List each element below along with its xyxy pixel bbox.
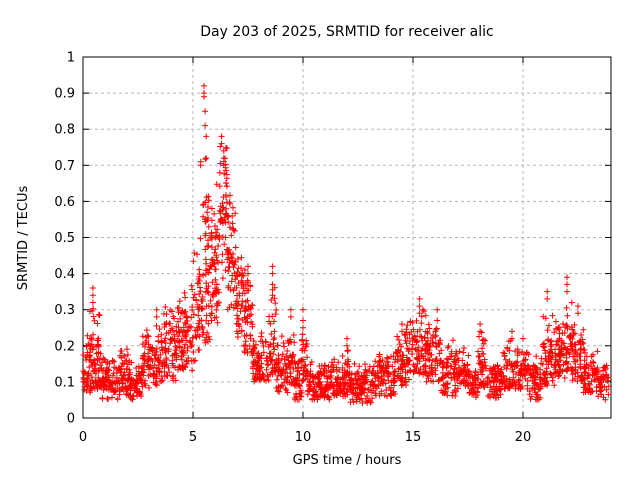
y-tick-label: 0.1 xyxy=(54,375,75,390)
y-tick-label: 0.2 xyxy=(54,339,75,354)
y-tick-label: 0.8 xyxy=(54,123,75,138)
x-tick-label: 20 xyxy=(515,430,532,445)
tick-marks xyxy=(82,56,611,419)
y-axis-label: SRMTID / TECUs xyxy=(16,186,31,291)
y-tick-label: 0.9 xyxy=(54,87,75,102)
x-axis-label: GPS time / hours xyxy=(293,453,402,468)
chart-title: Day 203 of 2025, SRMTID for receiver ali… xyxy=(200,24,493,40)
x-tick-labels: 0 5 10 15 20 xyxy=(79,430,531,445)
data-points-srmtid xyxy=(80,82,612,406)
x-tick-label: 0 xyxy=(79,430,87,445)
x-tick-label: 10 xyxy=(295,430,312,445)
y-tick-label: 0.3 xyxy=(54,303,75,318)
y-tick-labels: 0 0.1 0.2 0.3 0.4 0.5 0.6 0.7 0.8 0.9 1 xyxy=(54,51,75,427)
x-tick-label: 5 xyxy=(189,430,197,445)
y-tick-label: 0.7 xyxy=(54,159,75,174)
y-tick-label: 0.4 xyxy=(54,267,75,282)
y-tick-label: 0 xyxy=(67,412,75,427)
x-tick-label: 15 xyxy=(405,430,422,445)
y-tick-label: 1 xyxy=(67,51,75,66)
y-tick-label: 0.6 xyxy=(54,195,75,210)
y-tick-label: 0.5 xyxy=(54,231,75,246)
